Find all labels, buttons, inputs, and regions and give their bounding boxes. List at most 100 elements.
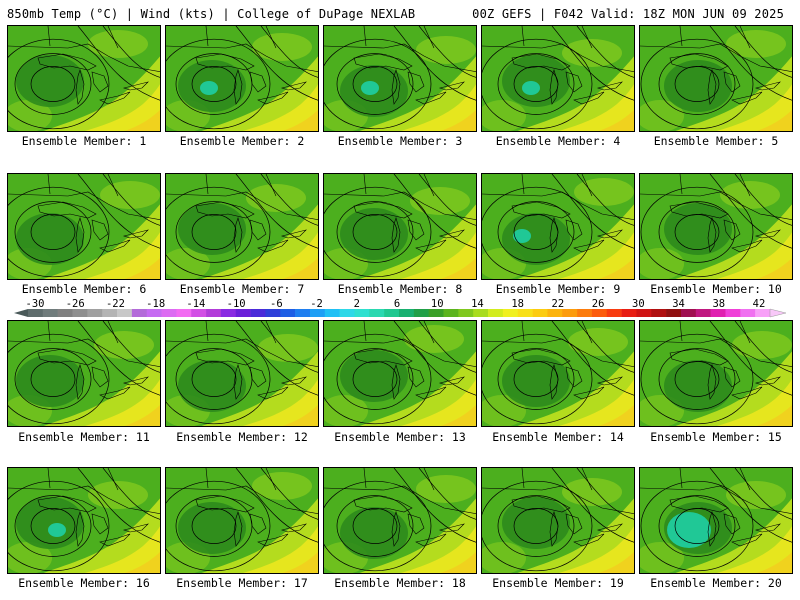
colorbar-segment [399,309,415,317]
colorbar-high-arrow [769,308,787,318]
colorbar-segment [28,309,44,317]
ensemble-member-label: Ensemble Member: 16 [18,576,150,590]
ensemble-member-label: Ensemble Member: 20 [650,576,782,590]
temperature-colorbar: -30 -26 -22 -18 -14 -10 -6 -2 2 6 10 14 18 22 26 30 34 38… [14,298,787,318]
colorbar-segment [725,309,741,317]
colorbar-segment [517,309,533,317]
colorbar-tick-label: 42 [753,298,766,310]
temperature-map [166,174,318,279]
colorbar-segment [636,309,652,317]
colorbar-segment [428,309,444,317]
colorbar-tick-label: -18 [146,298,165,310]
colorbar-segment [443,309,459,317]
ensemble-map-panel [7,173,161,280]
colorbar-segment [131,309,148,317]
colorbar-tick-label: 6 [394,298,400,310]
ensemble-member-label: Ensemble Member: 13 [334,430,466,444]
temperature-map [324,174,476,279]
colorbar-tick-label: 10 [431,298,444,310]
ensemble-member-label: Ensemble Member: 17 [176,576,308,590]
temperature-map [324,468,476,573]
temperature-map [324,26,476,131]
ensemble-map-panel [323,467,477,574]
colorbar-segment [280,309,296,317]
ensemble-map-panel [165,320,319,427]
ensemble-map-panel [639,320,793,427]
ensemble-map-panel [481,25,635,132]
colorbar-segment [547,309,563,317]
colorbar-tick-label: -6 [270,298,283,310]
colorbar-tick-label: -22 [106,298,125,310]
ensemble-member-label: Ensemble Member: 7 [179,282,305,296]
colorbar-tick-label: 22 [552,298,565,310]
colorbar-segment [339,309,355,317]
temperature-map [8,26,160,131]
ensemble-member-label: Ensemble Member: 1 [21,134,147,148]
colorbar-segment [250,309,266,317]
temperature-map [482,174,634,279]
temperature-map [166,321,318,426]
colorbar-tick-label: -30 [26,298,45,310]
ensemble-map-panel [7,25,161,132]
ensemble-member-label: Ensemble Member: 10 [650,282,782,296]
colorbar-segment [591,309,608,317]
temperature-map [8,321,160,426]
ensemble-map-panel [323,173,477,280]
colorbar-segment [57,309,73,317]
temperature-map [482,26,634,131]
product-title: 850mb Temp (°C) | Wind (kts) | College o… [7,7,416,21]
colorbar-segment [473,309,489,317]
valid-time-title: 00Z GEFS | F042 Valid: 18Z MON JUN 09 20… [472,7,784,21]
ensemble-map-panel [323,320,477,427]
ensemble-map-panel [165,467,319,574]
colorbar-segment [488,309,504,317]
colorbar-tick-label: 2 [354,298,360,310]
colorbar-segment [146,309,162,317]
colorbar-segment [413,309,429,317]
colorbar-tick-label: 26 [592,298,605,310]
colorbar-segment [666,309,682,317]
ensemble-map-panel [165,173,319,280]
ensemble-member-label: Ensemble Member: 3 [337,134,463,148]
colorbar-segment [220,309,237,317]
ensemble-map-panel [639,467,793,574]
colorbar-segment [265,309,281,317]
colorbar-segment [562,309,578,317]
temperature-map [324,321,476,426]
ensemble-map-panel [639,25,793,132]
colorbar-tick-label: 30 [632,298,645,310]
temperature-map [8,468,160,573]
ensemble-member-label: Ensemble Member: 4 [495,134,621,148]
colorbar-segment [176,309,192,317]
colorbar-segment [117,309,133,317]
colorbar-segment [502,309,519,317]
colorbar-segment [577,309,593,317]
ensemble-map-panel [481,320,635,427]
ensemble-member-label: Ensemble Member: 18 [334,576,466,590]
ensemble-member-label: Ensemble Member: 11 [18,430,150,444]
temperature-map [640,174,792,279]
colorbar-segment [384,309,400,317]
ensemble-member-label: Ensemble Member: 19 [492,576,624,590]
colorbar-segment [206,309,222,317]
temperature-map [166,468,318,573]
colorbar-tick-label: -14 [186,298,205,310]
colorbar-segment [680,309,697,317]
colorbar-segment [710,309,726,317]
colorbar-tick-label: 38 [712,298,725,310]
temperature-map [482,321,634,426]
colorbar-segment [458,309,474,317]
ensemble-map-panel [639,173,793,280]
ensemble-member-label: Ensemble Member: 15 [650,430,782,444]
colorbar-segment [606,309,622,317]
colorbar-segment [740,309,756,317]
ensemble-member-label: Ensemble Member: 8 [337,282,463,296]
ensemble-map-panel [7,320,161,427]
ensemble-map-panel [7,467,161,574]
colorbar-tick-label: 34 [672,298,685,310]
colorbar-low-arrow [14,309,28,317]
temperature-map [640,321,792,426]
colorbar-segment [354,309,370,317]
temperature-map [640,26,792,131]
temperature-map [640,468,792,573]
